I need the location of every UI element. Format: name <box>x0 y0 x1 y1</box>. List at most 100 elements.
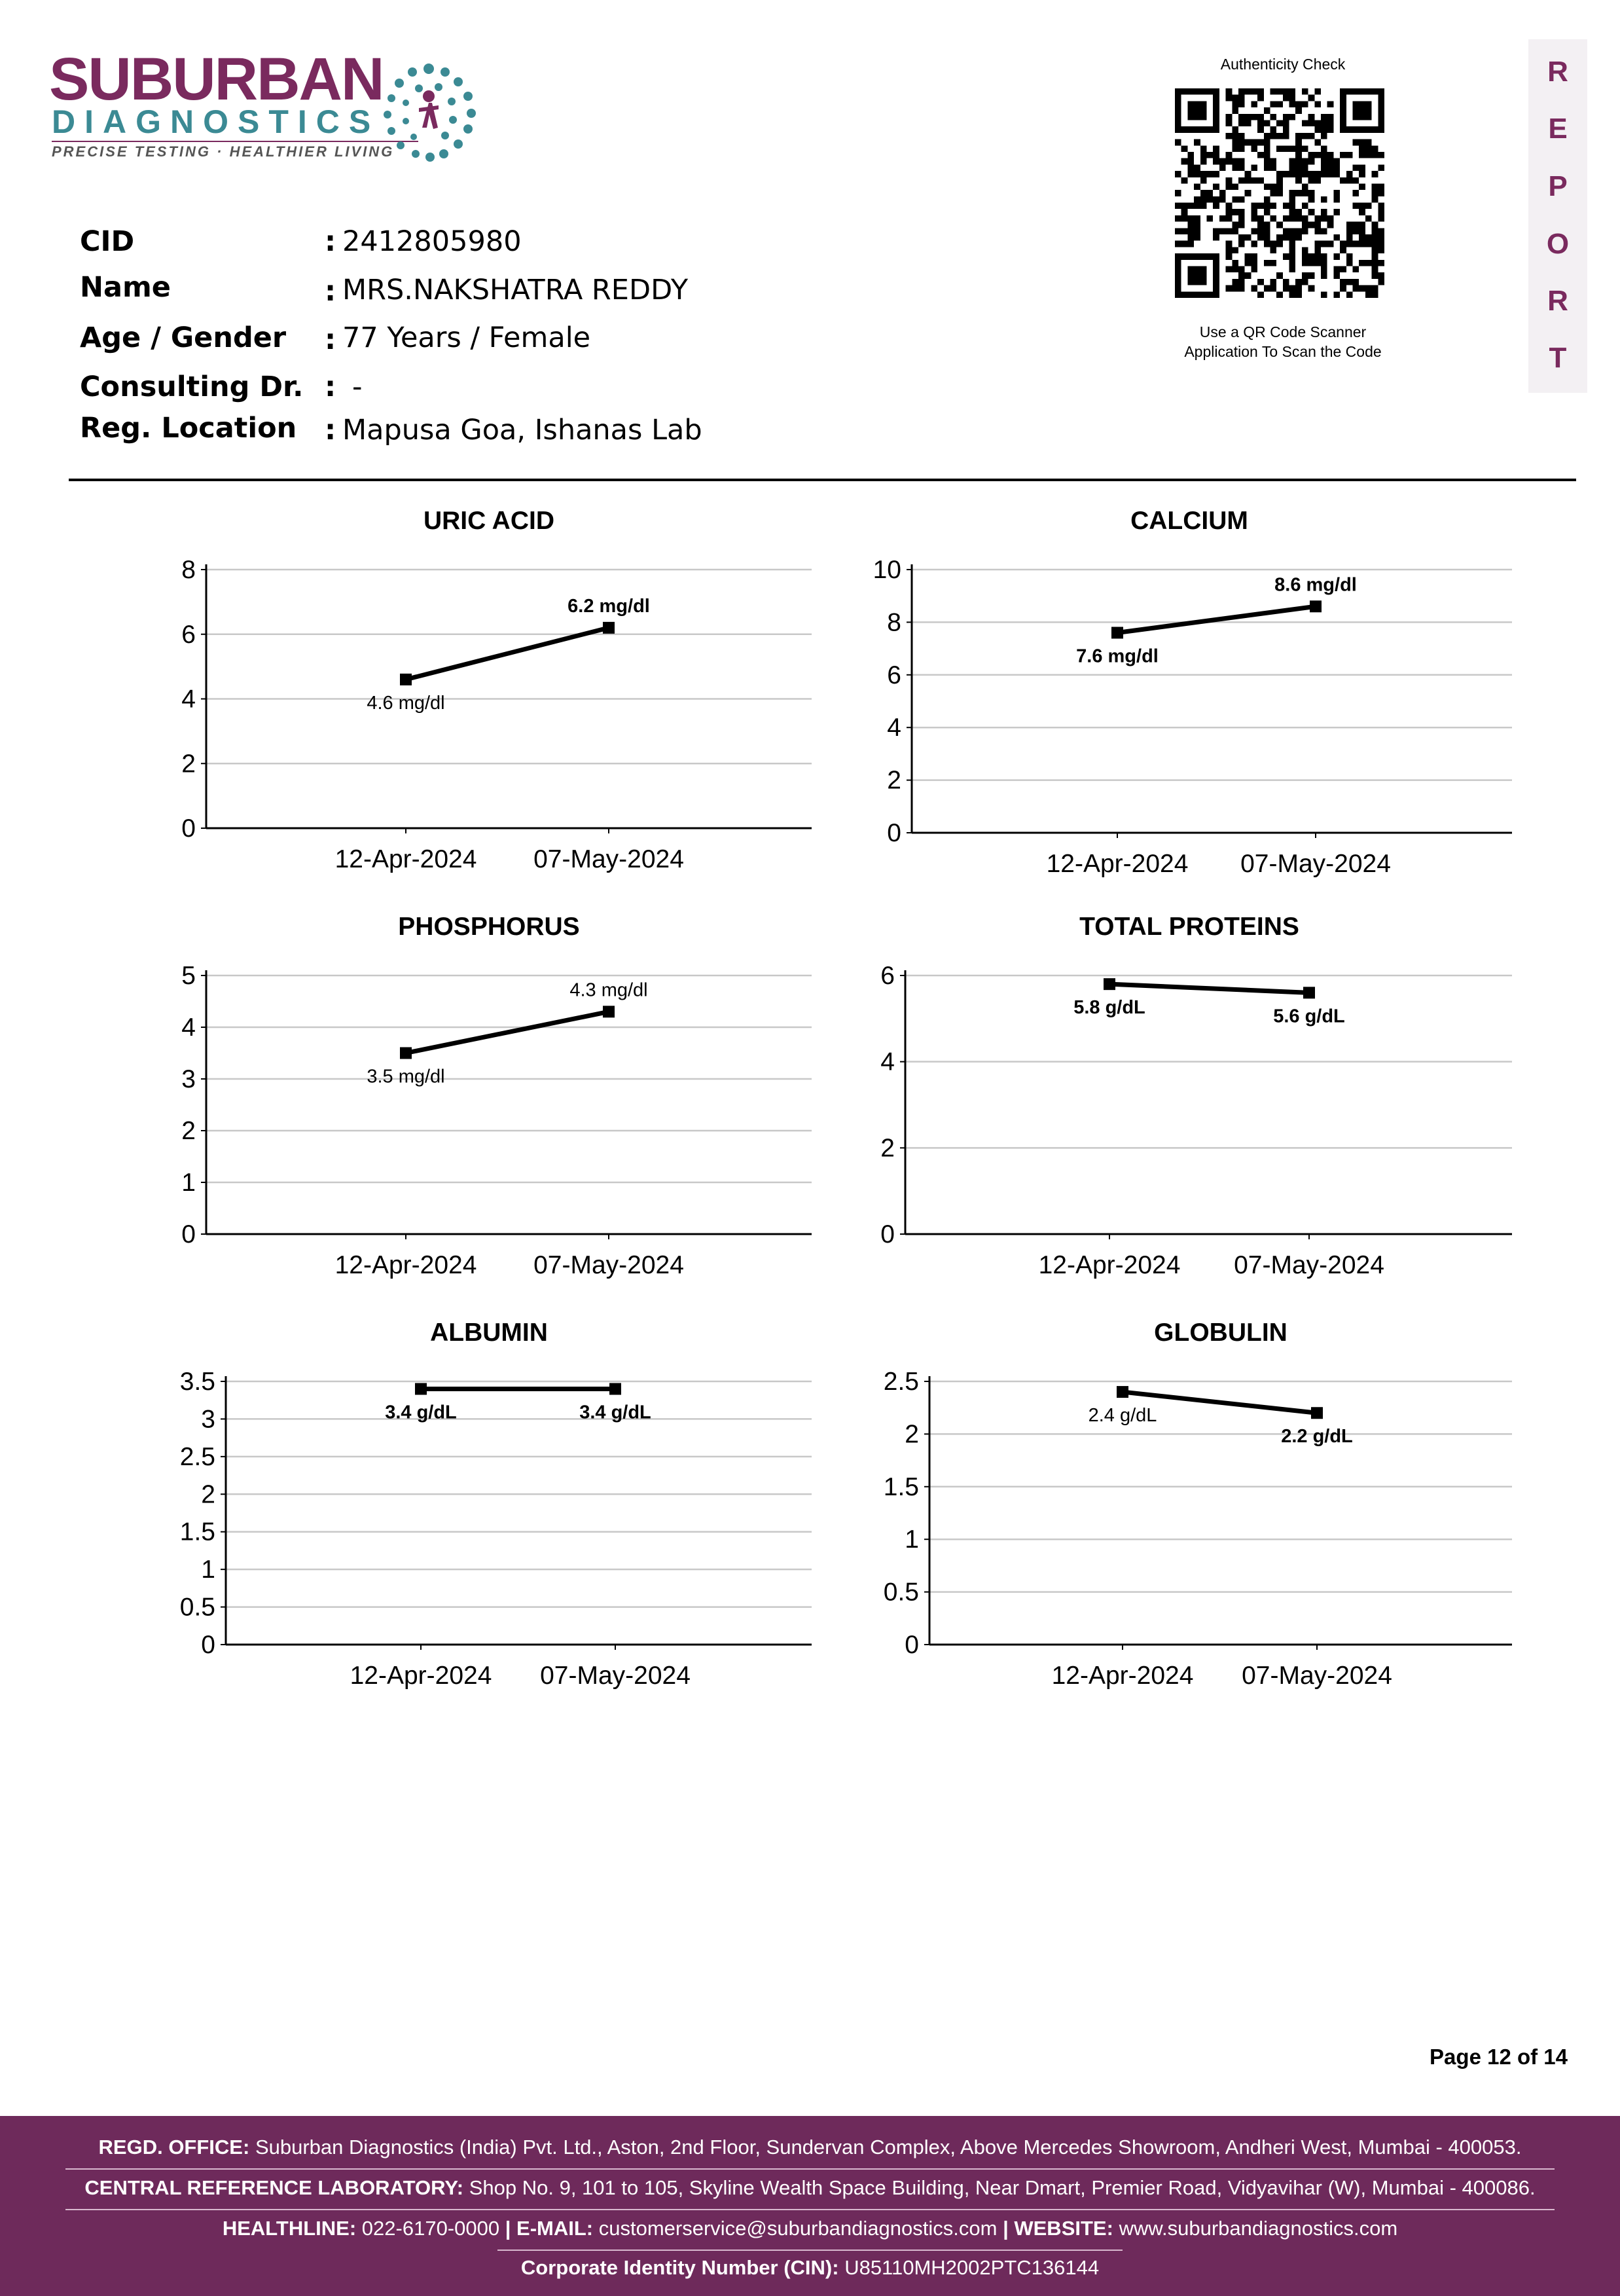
footer-lab-label: CENTRAL REFERENCE LABORATORY: <box>84 2176 464 2199</box>
reg-location-label: Reg. Location <box>80 412 297 445</box>
report-vertical-label: R E P O R T <box>1528 39 1587 393</box>
y-tick-label: 3 <box>181 1065 196 1093</box>
y-tick-label: 0 <box>181 1220 196 1248</box>
data-point <box>1117 1386 1128 1398</box>
y-tick-label: 2.5 <box>180 1443 215 1471</box>
y-tick-label: 0 <box>201 1631 215 1659</box>
y-tick-label: 10 <box>873 556 901 584</box>
qr-code-icon[interactable] <box>1172 88 1388 298</box>
x-tick-label: 07-May-2024 <box>1242 1662 1392 1690</box>
y-tick-label: 2 <box>181 1117 196 1145</box>
y-tick-label: 6 <box>880 962 895 990</box>
colon: : <box>325 323 336 356</box>
data-label: 3.4 g/dL <box>385 1402 457 1423</box>
y-tick-label: 0 <box>880 1220 895 1248</box>
report-letter: P <box>1548 170 1568 202</box>
series-line <box>405 625 609 682</box>
y-tick-label: 1 <box>181 1169 196 1197</box>
logo-wordmark-secondary: DIAGNOSTICS <box>52 103 380 140</box>
data-point <box>609 1383 621 1395</box>
x-tick-label: 07-May-2024 <box>1234 1251 1384 1279</box>
line-chart: GLOBULIN 0 0.5 1 1.5 2 2.5 12-Apr-2024 07-May-20… <box>884 1319 1512 1690</box>
logo-dots-icon <box>384 64 476 162</box>
y-tick-label: 6 <box>181 621 196 649</box>
y-tick-label: 4 <box>887 714 901 742</box>
footer-website-label: WEBSITE: <box>1014 2217 1113 2240</box>
data-label: 2.2 g/dL <box>1281 1426 1353 1447</box>
footer-email-link[interactable]: customerservice@suburbandiagnostics.com <box>598 2217 998 2240</box>
footer-cin-text: U85110MH2002PTC136144 <box>844 2256 1100 2279</box>
series-line <box>405 1009 609 1055</box>
report-letter: R <box>1547 285 1568 317</box>
x-tick-label: 07-May-2024 <box>540 1662 691 1690</box>
footer-cin-label: Corporate Identity Number (CIN): <box>520 2256 839 2279</box>
footer-helpline-text[interactable]: 022-6170-0000 <box>361 2217 500 2240</box>
y-tick-label: 0 <box>887 819 901 847</box>
series-line <box>1109 981 1310 995</box>
colon: : <box>325 414 336 446</box>
chart-title: ALBUMIN <box>430 1319 548 1347</box>
line-chart: TOTAL PROTEINS 0 2 4 6 12-Apr-2024 07-May-2024… <box>880 913 1512 1279</box>
x-tick-label: 12-Apr-2024 <box>1052 1662 1194 1690</box>
line-chart: URIC ACID 0 2 4 6 8 12-Apr-2024 07-May-2024 4.6 … <box>181 507 812 873</box>
data-label: 4.6 mg/dl <box>367 693 444 714</box>
logo-tagline: PRECISE TESTING · HEALTHIER LIVING <box>52 143 395 160</box>
y-tick-label: 2 <box>905 1420 919 1448</box>
name-value: MRS.NAKSHATRA REDDY <box>342 274 689 306</box>
chart-title: URIC ACID <box>423 507 554 535</box>
suburban-diagnostics-logo: SUBURBAN DIAGNOSTICS PRECISE TESTING · H… <box>49 46 476 167</box>
logo-divider <box>52 141 418 142</box>
data-point <box>400 1047 412 1059</box>
y-tick-label: 4 <box>181 685 196 714</box>
data-point <box>1311 1407 1323 1419</box>
footer-regd-label: REGD. OFFICE: <box>98 2136 250 2159</box>
age-gender-value: 77 Years / Female <box>342 321 591 354</box>
footer-lab-text: Shop No. 9, 101 to 105, Skyline Wealth S… <box>469 2176 1536 2199</box>
line-chart: PHOSPHORUS 0 1 2 3 4 5 12-Apr-2024 07-May-2024 3.… <box>181 913 812 1279</box>
x-tick-label: 12-Apr-2024 <box>335 1251 477 1279</box>
y-tick-label: 2 <box>201 1480 215 1508</box>
y-tick-label: 2 <box>880 1134 895 1162</box>
consulting-dr-value: - <box>352 371 363 403</box>
footer-central-lab: CENTRAL REFERENCE LABORATORY: Shop No. 9… <box>0 2176 1620 2200</box>
data-label: 7.6 mg/dl <box>1076 646 1159 666</box>
footer-divider <box>497 2250 1123 2251</box>
colon: : <box>325 225 336 258</box>
qr-caption-line1: Use a QR Code Scanner <box>1199 323 1367 340</box>
series-line <box>1117 604 1316 635</box>
data-point <box>415 1383 427 1395</box>
logo-wordmark-primary: SUBURBAN <box>49 46 384 113</box>
chart-title: TOTAL PROTEINS <box>1079 913 1299 941</box>
reg-location-value: Mapusa Goa, Ishanas Lab <box>342 414 702 446</box>
data-label: 5.8 g/dL <box>1073 997 1145 1018</box>
qr-caption-line2: Application To Scan the Code <box>1184 343 1382 360</box>
y-tick-label: 2 <box>181 750 196 778</box>
colon: : <box>325 371 336 403</box>
y-tick-label: 0.5 <box>884 1578 919 1607</box>
data-point <box>1303 987 1315 999</box>
x-tick-label: 07-May-2024 <box>1240 850 1391 878</box>
footer-separator: | <box>505 2217 511 2240</box>
x-tick-label: 07-May-2024 <box>533 1251 684 1279</box>
data-point <box>603 621 615 634</box>
data-label: 8.6 mg/dl <box>1274 574 1357 595</box>
footer-email-label: E-MAIL: <box>516 2217 594 2240</box>
data-label: 3.4 g/dL <box>579 1402 651 1423</box>
y-tick-label: 4 <box>181 1013 196 1042</box>
chart-title: CALCIUM <box>1130 507 1248 535</box>
line-chart: CALCIUM 0 2 4 6 8 10 12-Apr-2024 07-May-2024 7.6 … <box>873 507 1512 878</box>
footer-website-link[interactable]: www.suburbandiagnostics.com <box>1119 2217 1398 2240</box>
footer-contact: HEALTHLINE: 022-6170-0000 | E-MAIL: cust… <box>0 2217 1620 2240</box>
data-label: 4.3 mg/dl <box>569 979 647 1000</box>
footer-divider <box>65 2209 1555 2210</box>
name-label: Name <box>80 271 171 304</box>
y-tick-label: 1 <box>905 1525 919 1554</box>
data-point <box>603 1006 615 1018</box>
report-letter: T <box>1549 342 1567 374</box>
header-divider <box>69 479 1576 481</box>
colon: : <box>325 275 336 308</box>
y-tick-label: 3.5 <box>180 1368 215 1396</box>
x-tick-label: 07-May-2024 <box>533 845 684 873</box>
footer: REGD. OFFICE: Suburban Diagnostics (Indi… <box>0 2116 1620 2296</box>
x-tick-label: 12-Apr-2024 <box>1039 1251 1181 1279</box>
